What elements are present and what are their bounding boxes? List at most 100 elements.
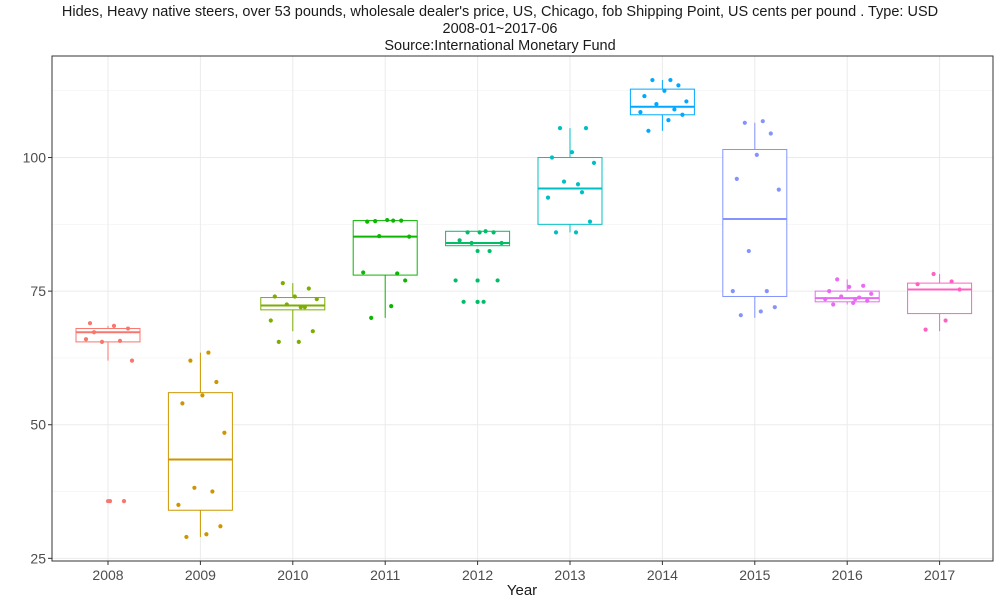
data-point-2016 — [823, 297, 828, 302]
data-point-2015 — [746, 248, 751, 254]
data-point-2011 — [403, 278, 408, 283]
data-point-2012 — [495, 278, 500, 283]
data-point-2013 — [573, 230, 579, 235]
data-point-2015 — [738, 313, 743, 318]
x-tick-label: 2013 — [554, 567, 585, 583]
iqr-box — [537, 157, 603, 225]
data-point-2010 — [284, 302, 289, 307]
data-point-2016 — [857, 295, 862, 300]
data-point-2010 — [302, 305, 307, 310]
data-point-2015 — [754, 152, 759, 157]
data-point-2009 — [192, 485, 197, 490]
x-tick-label: 2009 — [185, 567, 216, 583]
data-point-2014 — [680, 112, 685, 117]
data-point-2015 — [742, 120, 747, 125]
data-point-2011 — [407, 234, 412, 239]
x-tick-label: 2010 — [277, 567, 308, 583]
data-point-2016 — [847, 284, 852, 289]
y-tick-label: 75 — [30, 283, 46, 299]
data-point-2009 — [222, 430, 227, 435]
data-point-2011 — [385, 217, 390, 223]
data-point-2009 — [218, 524, 223, 529]
data-point-2014 — [684, 99, 689, 104]
data-point-2012 — [499, 240, 504, 246]
data-point-2012 — [469, 240, 474, 246]
data-point-2013 — [549, 155, 555, 160]
box-2009 — [167, 352, 233, 537]
data-point-2008 — [99, 339, 105, 344]
data-point-2011 — [395, 271, 400, 276]
data-point-2015 — [772, 305, 777, 310]
y-tick-label: 50 — [30, 417, 46, 433]
x-tick-label: 2014 — [647, 567, 678, 583]
data-point-2013 — [591, 160, 597, 165]
iqr-box — [814, 290, 880, 303]
x-tick-label: 2015 — [739, 567, 770, 583]
outlier-point — [475, 299, 480, 304]
data-point-2009 — [206, 350, 211, 355]
axis-layer: 25 50 75 100 2008 2009 2010 2011 2012 2013 2014 201… — [23, 150, 956, 583]
data-point-2012 — [491, 230, 496, 235]
chart-title: Hides, Heavy native steers, over 53 poun… — [61, 4, 939, 20]
data-point-2017 — [957, 287, 962, 292]
data-point-2011 — [377, 233, 382, 239]
box-2011 — [352, 220, 418, 318]
data-point-2010 — [276, 339, 281, 344]
data-point-2014 — [676, 83, 681, 88]
data-point-2016 — [869, 291, 874, 296]
x-tick-label: 2017 — [924, 567, 955, 583]
data-point-2016 — [839, 294, 844, 299]
box-2013 — [537, 128, 603, 233]
data-point-2013 — [561, 179, 567, 184]
data-point-2008 — [125, 326, 131, 331]
data-point-2009 — [184, 534, 189, 540]
data-point-2015 — [768, 131, 773, 136]
data-point-2008 — [129, 358, 135, 363]
data-point-2009 — [180, 401, 185, 406]
data-point-2011 — [373, 219, 378, 224]
data-point-2016 — [835, 277, 840, 282]
x-tick-label: 2012 — [462, 567, 493, 583]
data-point-2015 — [776, 187, 781, 192]
x-tick-label: 2008 — [92, 567, 123, 583]
data-point-2017 — [943, 318, 948, 323]
data-point-2012 — [481, 299, 486, 304]
data-point-2014 — [654, 101, 659, 107]
data-point-2010 — [298, 305, 303, 310]
data-point-2017 — [931, 271, 936, 277]
chart-source: Source:International Monetary Fund — [384, 38, 616, 54]
iqr-box — [907, 282, 973, 315]
x-axis-title: Year — [507, 582, 537, 599]
box-2010 — [260, 283, 326, 332]
data-point-2013 — [569, 150, 575, 155]
box-2015 — [722, 122, 788, 318]
outlier-point — [475, 278, 480, 283]
data-point-2016 — [861, 283, 866, 288]
data-point-2013 — [545, 195, 551, 200]
data-point-2012 — [477, 230, 482, 235]
data-point-2011 — [369, 315, 374, 320]
x-tick-label: 2016 — [832, 567, 863, 583]
data-point-2017 — [923, 327, 928, 332]
iqr-box — [167, 392, 233, 511]
data-point-2012 — [465, 230, 470, 235]
data-point-2016 — [865, 298, 870, 303]
data-point-2008 — [121, 499, 127, 504]
iqr-box — [352, 220, 418, 276]
data-point-2012 — [483, 229, 488, 234]
data-point-2011 — [399, 218, 404, 223]
data-point-2011 — [365, 219, 370, 224]
data-point-2012 — [461, 299, 466, 304]
data-point-2017 — [915, 282, 920, 287]
data-point-2014 — [650, 77, 655, 83]
data-point-2013 — [575, 182, 581, 187]
data-point-2016 — [831, 302, 836, 307]
data-point-2014 — [646, 128, 651, 133]
data-point-2012 — [457, 238, 462, 243]
data-point-2014 — [666, 118, 671, 123]
data-point-2010 — [310, 329, 315, 334]
data-point-2009 — [200, 393, 205, 398]
data-point-2010 — [296, 339, 301, 344]
point-layer — [83, 77, 962, 540]
